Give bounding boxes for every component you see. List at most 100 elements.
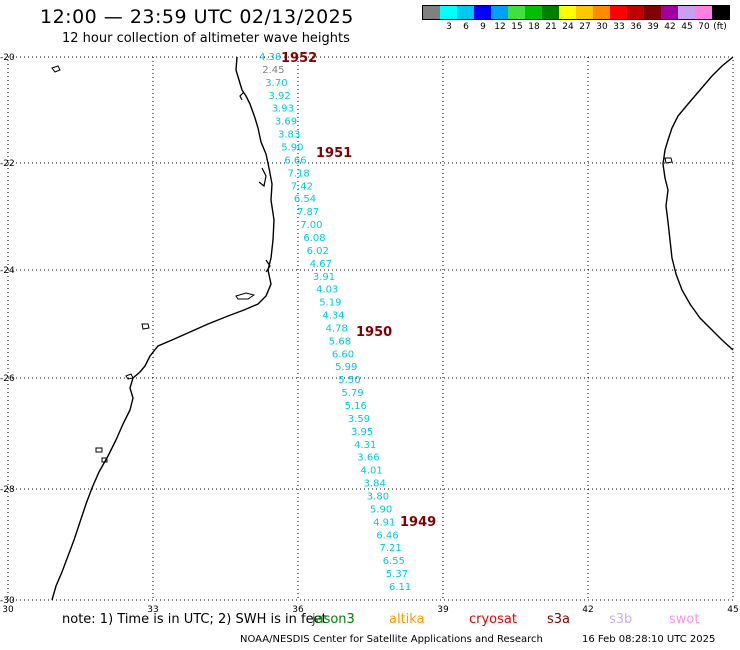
wave-height-value: 7.42 bbox=[291, 181, 313, 192]
latitude-label: -22 bbox=[0, 159, 15, 169]
colorbar-swatch bbox=[593, 6, 610, 19]
wave-height-value: 5.16 bbox=[345, 401, 367, 412]
colorbar-label: 39 bbox=[647, 22, 659, 32]
colorbar-swatch bbox=[678, 6, 695, 19]
longitude-label: 39 bbox=[437, 605, 449, 615]
wave-height-value: 3.69 bbox=[275, 117, 297, 128]
colorbar-swatch bbox=[644, 6, 661, 19]
mission-label-s3a: s3a bbox=[547, 612, 571, 627]
wave-height-value: 6.11 bbox=[389, 582, 411, 593]
colorbar-label: 30 bbox=[596, 22, 608, 32]
colorbar-labels: 3 6 9 12 15 18 21 24 27 30 33 36 39 42 45 70 (ft) bbox=[422, 20, 730, 34]
wave-height-value: 6.66 bbox=[284, 155, 306, 166]
wave-height-value: 7.00 bbox=[300, 220, 322, 231]
colorbar-label: 33 bbox=[613, 22, 625, 32]
colorbar-label: 70 bbox=[698, 22, 710, 32]
colorbar-swatch bbox=[610, 6, 627, 19]
wave-height-value: 4.01 bbox=[361, 466, 383, 477]
map-gridlines bbox=[8, 57, 733, 600]
wave-height-value: 3.66 bbox=[357, 453, 379, 464]
wave-height-value: 6.55 bbox=[383, 556, 405, 567]
colorbar-label: 6 bbox=[463, 22, 469, 32]
wave-height-value: 4.38 bbox=[259, 52, 281, 63]
colorbar-swatch bbox=[508, 6, 525, 19]
wave-height-value: 5.90 bbox=[370, 504, 392, 515]
colorbar-swatch bbox=[525, 6, 542, 19]
colorbar-swatch bbox=[661, 6, 678, 19]
wave-height-value: 6.02 bbox=[307, 246, 329, 257]
colorbar-swatch bbox=[440, 6, 457, 19]
colorbar-swatches bbox=[422, 5, 730, 20]
longitude-labels: 30 33 36 39 42 45 bbox=[2, 605, 738, 615]
wave-height-value: 5.79 bbox=[341, 388, 363, 399]
colorbar-label: 3 bbox=[446, 22, 452, 32]
mission-label-cryosat: cryosat bbox=[469, 612, 517, 627]
wave-height-value: 5.99 bbox=[335, 362, 357, 373]
colorbar-swatch bbox=[576, 6, 593, 19]
page-subtitle: 12 hour collection of altimeter wave hei… bbox=[62, 31, 350, 46]
small-islands bbox=[51, 65, 673, 463]
wave-height-value: 7.21 bbox=[380, 543, 402, 554]
mission-label-altika: altika bbox=[389, 612, 425, 627]
wave-height-value: 6.46 bbox=[376, 530, 398, 541]
africa-coastline bbox=[51, 56, 275, 601]
colorbar-label: 24 bbox=[562, 22, 574, 32]
colorbar-label: 9 bbox=[480, 22, 486, 32]
colorbar-label: 18 bbox=[528, 22, 540, 32]
wave-height-value: 3.59 bbox=[348, 414, 370, 425]
longitude-label: 33 bbox=[147, 605, 158, 615]
latitude-label: -26 bbox=[0, 374, 15, 384]
footer-note: note: 1) Time is in UTC; 2) SWH is in fe… bbox=[62, 612, 327, 627]
wave-height-value: 4.67 bbox=[310, 259, 332, 270]
credit-line: NOAA/NESDIS Center for Satellite Applica… bbox=[240, 634, 543, 645]
mission-label-swot: swot bbox=[669, 612, 700, 627]
colorbar-label: 12 bbox=[494, 22, 506, 32]
wave-height-value: 3.80 bbox=[367, 492, 389, 503]
pass-number-label: 1952 bbox=[281, 51, 317, 66]
colorbar-swatch bbox=[457, 6, 474, 19]
longitude-label: 30 bbox=[2, 605, 14, 615]
latitude-label: -28 bbox=[0, 485, 15, 495]
mission-label-s3b: s3b bbox=[609, 612, 633, 627]
madagascar-coastline bbox=[662, 56, 734, 351]
colorbar-label: 15 bbox=[511, 22, 523, 32]
wave-height-value: 5.90 bbox=[281, 143, 303, 154]
wave-height-value: 3.95 bbox=[351, 427, 373, 438]
colorbar-label: 45 bbox=[681, 22, 693, 32]
wave-height-value: 5.68 bbox=[329, 336, 351, 347]
latitude-label: -24 bbox=[0, 266, 15, 276]
colorbar-swatch bbox=[559, 6, 576, 19]
longitude-label: 45 bbox=[727, 605, 738, 615]
colorbar-label: 42 bbox=[664, 22, 676, 32]
wave-height-value: 2.45 bbox=[262, 65, 284, 76]
colorbar-label: 21 bbox=[545, 22, 557, 32]
wave-height-value: 4.34 bbox=[322, 311, 344, 322]
generation-timestamp: 16 Feb 08:28:10 UTC 2025 bbox=[582, 634, 716, 645]
longitude-label: 36 bbox=[292, 605, 304, 615]
latitude-label: -30 bbox=[0, 596, 15, 606]
wave-height-colorbar: 3 6 9 12 15 18 21 24 27 30 33 36 39 42 45 70 (ft) bbox=[422, 5, 730, 34]
pass-number-label: 1949 bbox=[400, 515, 436, 530]
mission-label-jason3: jason3 bbox=[312, 612, 355, 627]
wave-height-value: 4.31 bbox=[354, 440, 376, 451]
wave-height-value: 7.18 bbox=[288, 168, 310, 179]
colorbar-swatch bbox=[695, 6, 712, 19]
colorbar-swatch bbox=[627, 6, 644, 19]
pass-number-label: 1950 bbox=[356, 325, 392, 340]
wave-height-value: 6.08 bbox=[303, 233, 325, 244]
coast-inlet bbox=[239, 91, 271, 273]
wave-height-value: 3.84 bbox=[364, 479, 386, 490]
altimeter-track: 4.382.453.703.923.933.693.835.906.667.18… bbox=[259, 52, 411, 593]
longitude-label: 42 bbox=[582, 605, 593, 615]
colorbar-swatch bbox=[474, 6, 491, 19]
colorbar-swatch bbox=[712, 6, 729, 19]
wave-height-value: 6.60 bbox=[332, 349, 354, 360]
pass-labels: 1952 1951 1950 1949 bbox=[281, 51, 436, 530]
colorbar-swatch bbox=[491, 6, 508, 19]
latitude-label: -20 bbox=[0, 53, 15, 63]
colorbar-label: 27 bbox=[579, 22, 591, 32]
colorbar-unit: (ft) bbox=[713, 22, 727, 32]
wave-height-value: 4.91 bbox=[373, 517, 395, 528]
wave-height-value: 5.50 bbox=[338, 375, 360, 386]
